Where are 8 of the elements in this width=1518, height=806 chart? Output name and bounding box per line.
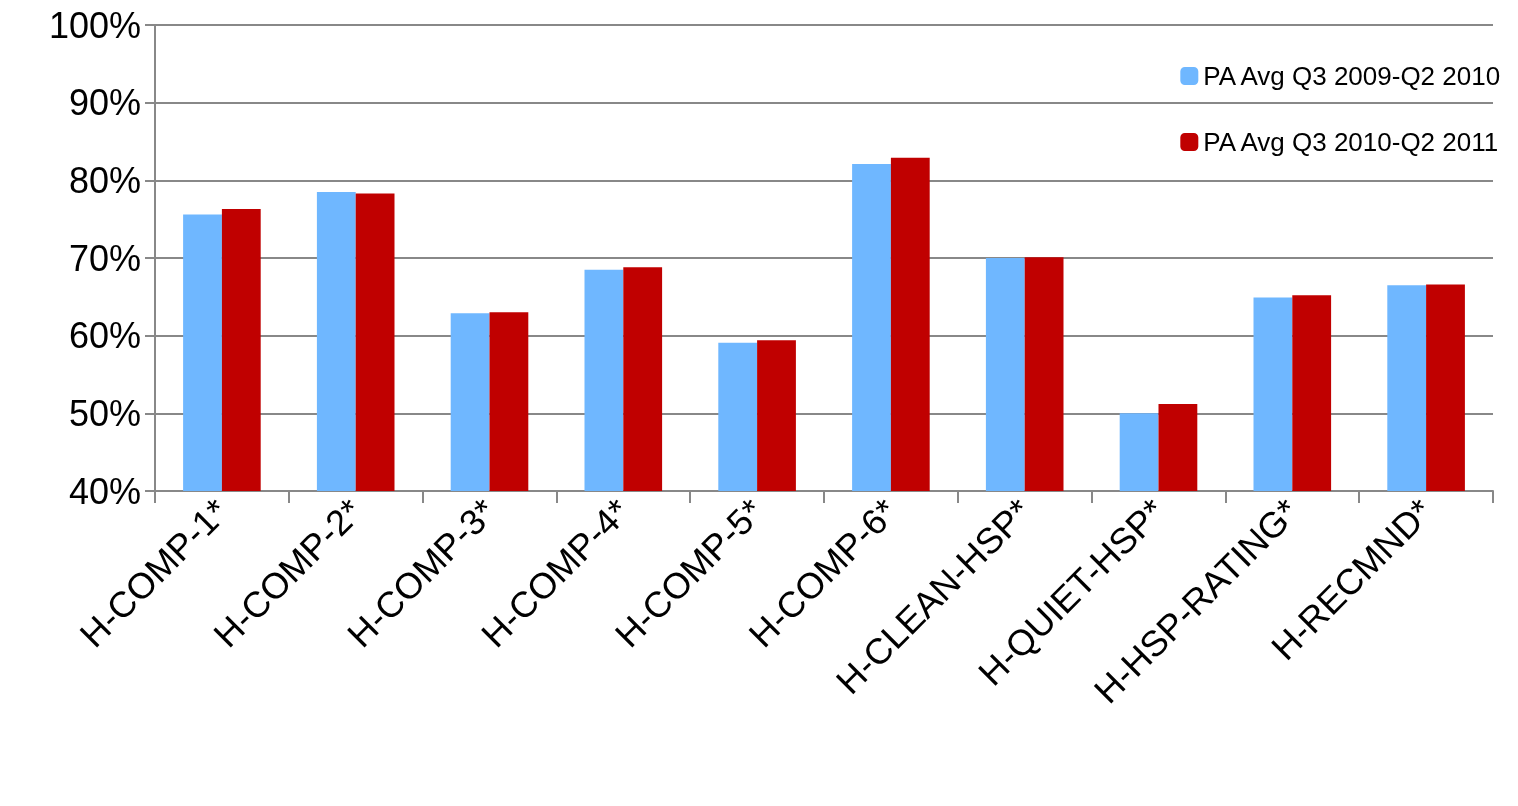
- y-tick-label: 60%: [68, 315, 141, 357]
- legend-label: PA Avg Q3 2010-Q2 2011: [1203, 127, 1499, 157]
- y-tick-label: 90%: [68, 82, 141, 124]
- y-tick-label: 80%: [68, 159, 141, 201]
- y-tick-label: 100%: [48, 4, 141, 46]
- legend-label: PA Avg Q3 2009-Q2 2010: [1203, 61, 1501, 91]
- y-tick-label: 50%: [68, 392, 141, 434]
- y-tick-label: 70%: [68, 237, 141, 279]
